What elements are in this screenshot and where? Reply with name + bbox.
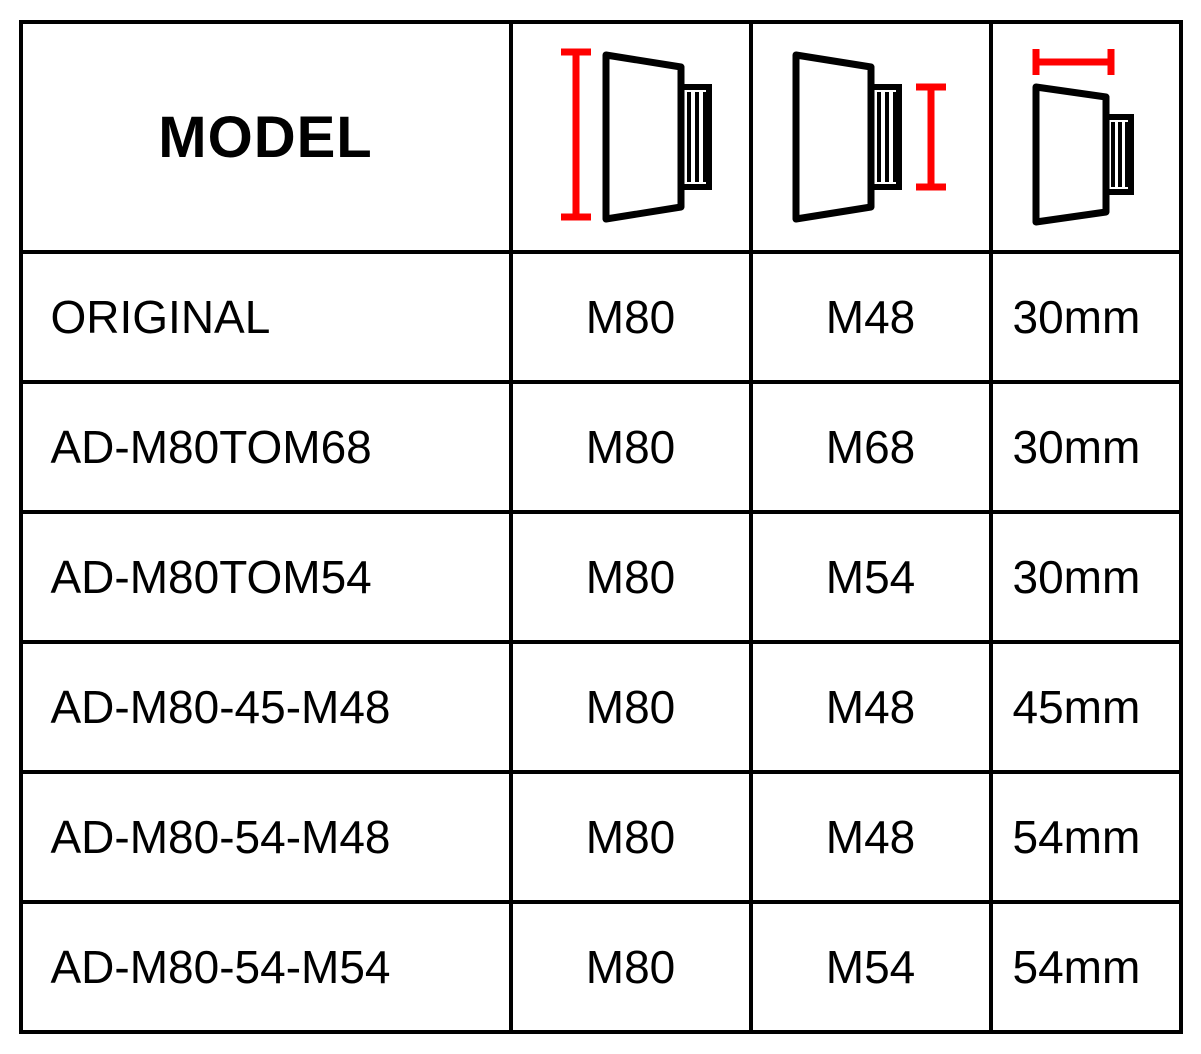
front-height-bracket-icon — [531, 37, 731, 237]
cell-a: M80 — [511, 772, 751, 902]
cell-model: AD-M80-54-M54 — [21, 902, 511, 1032]
table-row: AD-M80TOM68 M80 M68 30mm — [21, 382, 1181, 512]
cell-c: 54mm — [991, 902, 1181, 1032]
cell-model: AD-M80-45-M48 — [21, 642, 511, 772]
header-col-a — [511, 22, 751, 252]
rear-height-bracket-icon — [771, 37, 971, 237]
header-row: MODEL — [21, 22, 1181, 252]
cell-c: 30mm — [991, 512, 1181, 642]
cell-b: M54 — [751, 512, 991, 642]
spec-table: MODEL — [19, 20, 1183, 1034]
cell-a: M80 — [511, 382, 751, 512]
cell-a: M80 — [511, 252, 751, 382]
cell-model: AD-M80TOM54 — [21, 512, 511, 642]
cell-a: M80 — [511, 642, 751, 772]
cell-b: M54 — [751, 902, 991, 1032]
cell-c: 30mm — [991, 252, 1181, 382]
cell-model: AD-M80TOM68 — [21, 382, 511, 512]
cell-b: M48 — [751, 642, 991, 772]
table-body: ORIGINAL M80 M48 30mm AD-M80TOM68 M80 M6… — [21, 252, 1181, 1032]
cell-b: M48 — [751, 772, 991, 902]
header-model: MODEL — [21, 22, 511, 252]
width-bracket-icon — [1011, 37, 1161, 237]
table-row: ORIGINAL M80 M48 30mm — [21, 252, 1181, 382]
cell-model: AD-M80-54-M48 — [21, 772, 511, 902]
header-model-label: MODEL — [158, 105, 372, 170]
table-row: AD-M80-45-M48 M80 M48 45mm — [21, 642, 1181, 772]
cell-b: M68 — [751, 382, 991, 512]
cell-c: 30mm — [991, 382, 1181, 512]
table-row: AD-M80TOM54 M80 M54 30mm — [21, 512, 1181, 642]
table-row: AD-M80-54-M54 M80 M54 54mm — [21, 902, 1181, 1032]
cell-b: M48 — [751, 252, 991, 382]
cell-model: ORIGINAL — [21, 252, 511, 382]
cell-a: M80 — [511, 902, 751, 1032]
cell-c: 45mm — [991, 642, 1181, 772]
cell-c: 54mm — [991, 772, 1181, 902]
table-row: AD-M80-54-M48 M80 M48 54mm — [21, 772, 1181, 902]
header-col-c — [991, 22, 1181, 252]
header-col-b — [751, 22, 991, 252]
cell-a: M80 — [511, 512, 751, 642]
